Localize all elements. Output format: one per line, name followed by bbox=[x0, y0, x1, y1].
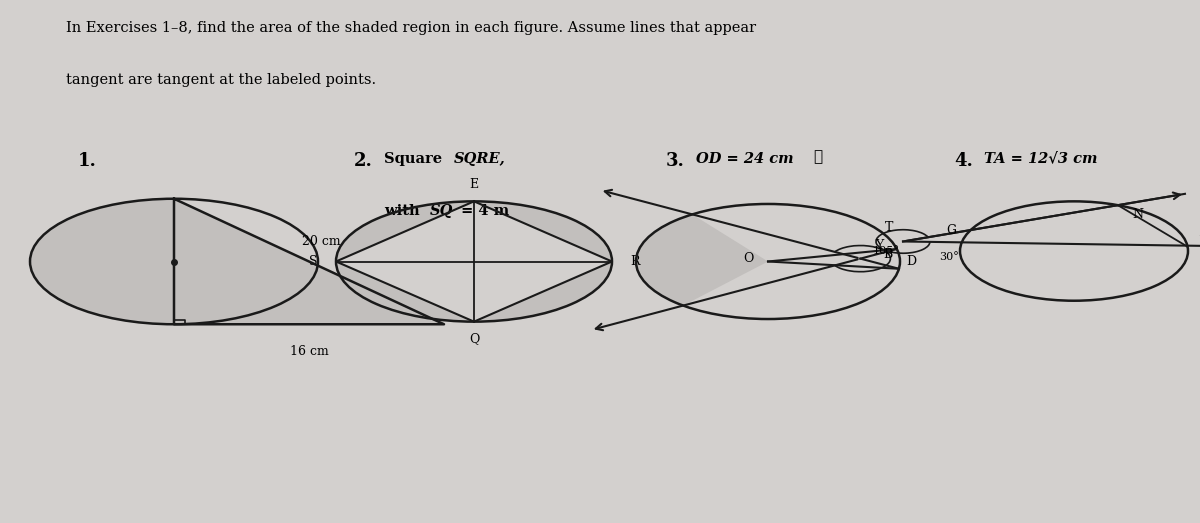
Polygon shape bbox=[474, 201, 612, 262]
Text: Ⓗ: Ⓗ bbox=[814, 149, 823, 164]
Polygon shape bbox=[30, 199, 174, 324]
Text: B: B bbox=[883, 248, 893, 261]
Text: E: E bbox=[469, 178, 479, 191]
Text: 20 cm: 20 cm bbox=[301, 235, 341, 248]
Polygon shape bbox=[683, 204, 900, 319]
Text: with: with bbox=[384, 204, 425, 218]
Text: = 4 m: = 4 m bbox=[456, 204, 509, 218]
Text: 105°: 105° bbox=[872, 246, 899, 256]
Text: Square: Square bbox=[384, 152, 448, 166]
Text: N: N bbox=[1133, 208, 1144, 221]
Text: OD = 24 cm: OD = 24 cm bbox=[696, 152, 793, 166]
Text: tangent are tangent at the labeled points.: tangent are tangent at the labeled point… bbox=[66, 73, 376, 87]
Text: G: G bbox=[947, 223, 956, 236]
Text: O: O bbox=[743, 253, 754, 265]
Text: SQ: SQ bbox=[430, 204, 452, 218]
Text: 2.: 2. bbox=[354, 152, 373, 169]
Text: SQRE,: SQRE, bbox=[454, 152, 505, 166]
Polygon shape bbox=[474, 262, 612, 322]
Text: D: D bbox=[906, 255, 917, 268]
Text: S: S bbox=[310, 255, 318, 268]
Text: 4.: 4. bbox=[954, 152, 973, 169]
Text: Q: Q bbox=[469, 332, 479, 345]
Text: R: R bbox=[630, 255, 640, 268]
Text: 16 cm: 16 cm bbox=[289, 345, 329, 358]
Text: T: T bbox=[886, 221, 893, 234]
Text: 1.: 1. bbox=[78, 152, 97, 169]
Text: In Exercises 1–8, find the area of the shaded region in each figure. Assume line: In Exercises 1–8, find the area of the s… bbox=[66, 21, 756, 35]
Polygon shape bbox=[174, 199, 444, 324]
Text: TA = 12√3 cm: TA = 12√3 cm bbox=[984, 152, 1098, 166]
Polygon shape bbox=[336, 262, 474, 322]
Text: Y: Y bbox=[875, 240, 883, 253]
Circle shape bbox=[636, 204, 900, 319]
Text: 30°: 30° bbox=[940, 252, 959, 262]
Text: 3.: 3. bbox=[666, 152, 685, 169]
Polygon shape bbox=[336, 201, 474, 262]
